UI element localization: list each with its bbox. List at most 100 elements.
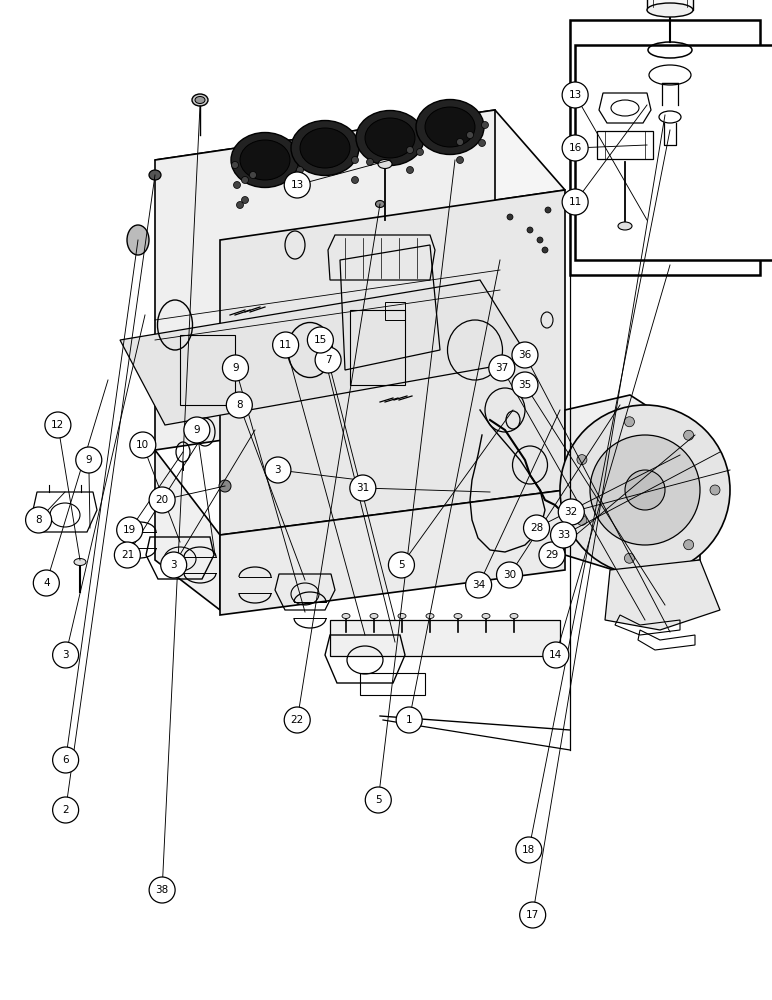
Circle shape bbox=[520, 902, 546, 928]
Text: 38: 38 bbox=[155, 885, 169, 895]
Circle shape bbox=[539, 542, 565, 568]
Ellipse shape bbox=[378, 159, 392, 168]
Polygon shape bbox=[155, 110, 495, 450]
Text: 3: 3 bbox=[275, 465, 281, 475]
Ellipse shape bbox=[127, 225, 149, 255]
Circle shape bbox=[351, 156, 358, 163]
Circle shape bbox=[625, 417, 635, 427]
Text: 22: 22 bbox=[290, 715, 304, 725]
Polygon shape bbox=[565, 395, 700, 575]
Circle shape bbox=[407, 146, 414, 153]
Bar bbox=[570, 20, 760, 275]
Ellipse shape bbox=[454, 613, 462, 618]
Text: 7: 7 bbox=[325, 355, 331, 365]
Circle shape bbox=[33, 570, 59, 596]
Ellipse shape bbox=[356, 110, 424, 165]
Text: 18: 18 bbox=[522, 845, 536, 855]
Circle shape bbox=[512, 342, 538, 368]
Circle shape bbox=[284, 172, 310, 198]
Polygon shape bbox=[220, 490, 565, 615]
Circle shape bbox=[396, 707, 422, 733]
Circle shape bbox=[512, 372, 538, 398]
Circle shape bbox=[388, 552, 415, 578]
Polygon shape bbox=[220, 190, 565, 535]
Circle shape bbox=[466, 572, 492, 598]
Circle shape bbox=[149, 877, 175, 903]
Circle shape bbox=[149, 487, 175, 513]
Circle shape bbox=[184, 417, 210, 443]
Text: 17: 17 bbox=[526, 910, 540, 920]
Text: 14: 14 bbox=[549, 650, 563, 660]
Ellipse shape bbox=[300, 128, 350, 168]
Text: 30: 30 bbox=[503, 570, 516, 580]
Ellipse shape bbox=[618, 222, 632, 230]
Circle shape bbox=[466, 131, 473, 138]
Circle shape bbox=[365, 787, 391, 813]
Circle shape bbox=[527, 227, 533, 233]
Text: 33: 33 bbox=[557, 530, 571, 540]
Circle shape bbox=[710, 485, 720, 495]
Polygon shape bbox=[155, 450, 220, 610]
Circle shape bbox=[117, 517, 143, 543]
Circle shape bbox=[226, 392, 252, 418]
Text: 15: 15 bbox=[313, 335, 327, 345]
Circle shape bbox=[625, 470, 665, 510]
Circle shape bbox=[562, 189, 588, 215]
Text: 6: 6 bbox=[63, 755, 69, 765]
Circle shape bbox=[684, 430, 694, 440]
Circle shape bbox=[242, 196, 249, 204]
Circle shape bbox=[562, 82, 588, 108]
Polygon shape bbox=[605, 560, 720, 630]
Bar bbox=[350, 310, 405, 385]
Ellipse shape bbox=[482, 613, 490, 618]
Text: 8: 8 bbox=[36, 515, 42, 525]
Text: 9: 9 bbox=[232, 363, 239, 373]
Text: 2: 2 bbox=[63, 805, 69, 815]
Text: 12: 12 bbox=[51, 420, 65, 430]
Text: 13: 13 bbox=[290, 180, 304, 190]
Text: 11: 11 bbox=[568, 197, 582, 207]
Circle shape bbox=[577, 455, 587, 465]
Circle shape bbox=[562, 135, 588, 161]
Ellipse shape bbox=[240, 140, 290, 180]
Circle shape bbox=[367, 158, 374, 165]
Circle shape bbox=[479, 139, 486, 146]
Text: 32: 32 bbox=[564, 507, 578, 517]
Text: 5: 5 bbox=[375, 795, 381, 805]
Ellipse shape bbox=[291, 120, 359, 176]
Circle shape bbox=[52, 797, 79, 823]
Text: 29: 29 bbox=[545, 550, 559, 560]
Circle shape bbox=[232, 161, 239, 168]
Circle shape bbox=[550, 522, 577, 548]
Circle shape bbox=[482, 121, 489, 128]
Circle shape bbox=[516, 837, 542, 863]
Circle shape bbox=[417, 148, 424, 155]
Ellipse shape bbox=[426, 613, 434, 618]
Circle shape bbox=[456, 156, 463, 163]
Text: 11: 11 bbox=[279, 340, 293, 350]
Circle shape bbox=[249, 172, 256, 178]
Ellipse shape bbox=[425, 107, 475, 147]
Text: 35: 35 bbox=[518, 380, 532, 390]
Text: 1: 1 bbox=[406, 715, 412, 725]
Text: 8: 8 bbox=[236, 400, 242, 410]
Circle shape bbox=[45, 412, 71, 438]
Text: 19: 19 bbox=[123, 525, 137, 535]
Bar bbox=[597, 131, 653, 159]
Circle shape bbox=[296, 166, 303, 174]
Ellipse shape bbox=[510, 613, 518, 618]
Text: 9: 9 bbox=[86, 455, 92, 465]
Text: 9: 9 bbox=[194, 425, 200, 435]
Circle shape bbox=[577, 515, 587, 525]
Circle shape bbox=[161, 552, 187, 578]
Circle shape bbox=[496, 562, 523, 588]
Circle shape bbox=[537, 237, 543, 243]
Ellipse shape bbox=[74, 558, 86, 566]
Ellipse shape bbox=[192, 94, 208, 106]
Ellipse shape bbox=[375, 200, 384, 208]
Ellipse shape bbox=[416, 100, 484, 154]
Circle shape bbox=[558, 499, 584, 525]
Text: 21: 21 bbox=[120, 550, 134, 560]
Text: 16: 16 bbox=[568, 143, 582, 153]
Ellipse shape bbox=[647, 3, 693, 17]
